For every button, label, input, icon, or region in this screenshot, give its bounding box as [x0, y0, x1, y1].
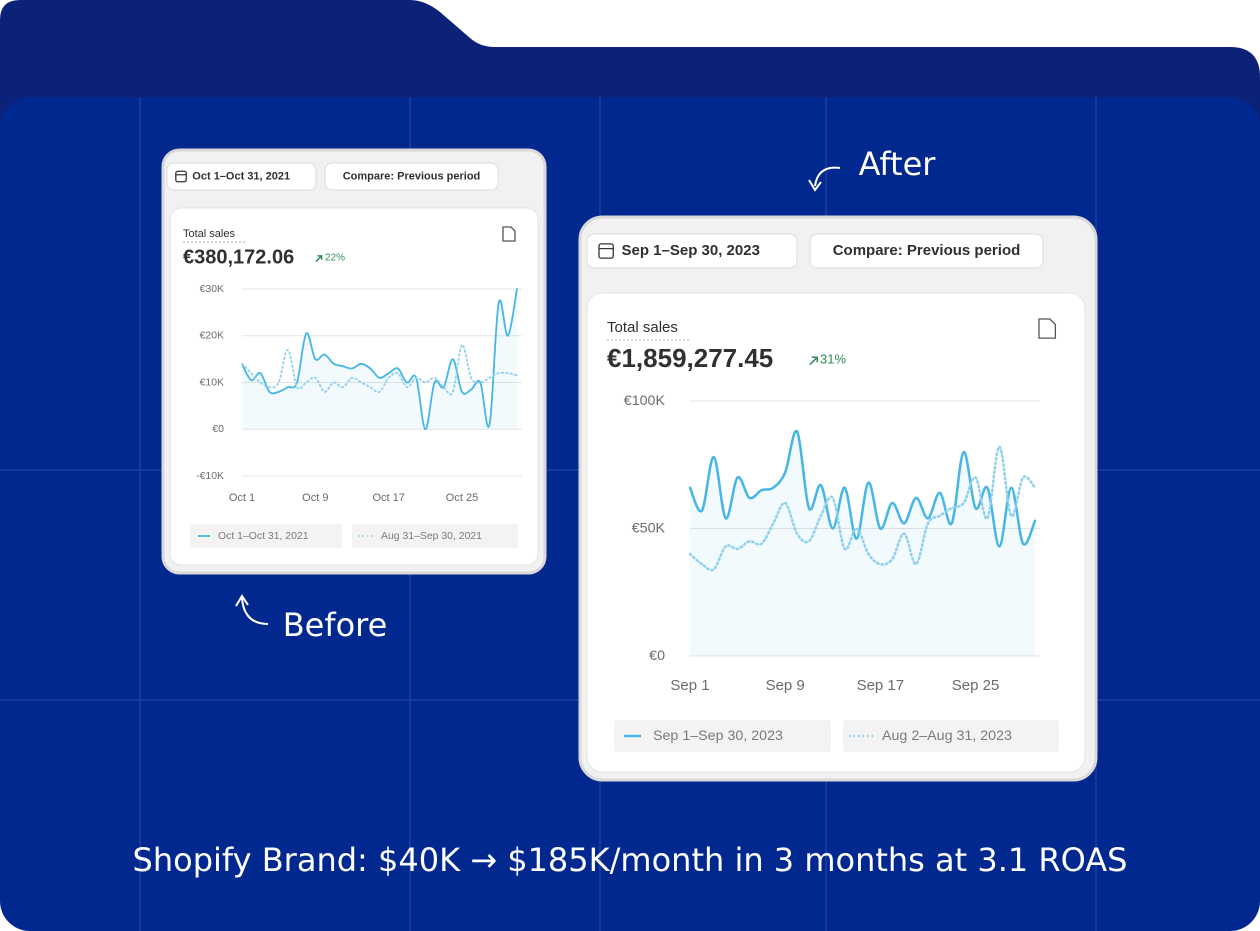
caption: Shopify Brand: $40K → $185K/month in 3 m…	[133, 841, 1128, 879]
legend-label: Aug 2–Aug 31, 2023	[882, 728, 1012, 744]
chip	[809, 233, 1044, 269]
y-tick-label: €30K	[200, 284, 224, 295]
line	[688, 430, 1037, 548]
legend-label: Sep 1–Sep 30, 2023	[653, 728, 783, 744]
area	[242, 289, 517, 430]
metric-title: Total sales	[607, 319, 678, 336]
change: 22%	[325, 253, 345, 264]
panel	[586, 292, 1086, 773]
chip	[586, 233, 798, 269]
y-tick-label: €100K	[624, 393, 666, 409]
x-tick-label: Oct 17	[372, 492, 404, 504]
x-tick-label: Oct 25	[446, 492, 478, 504]
x-tick-label: Sep 9	[766, 677, 805, 694]
export-icon[interactable]	[1038, 318, 1057, 339]
total: €380,172.06	[183, 246, 294, 268]
calendar-icon	[175, 170, 187, 183]
before-label: Before	[283, 606, 388, 644]
line	[241, 344, 518, 396]
legend-label: Aug 31–Sep 30, 2021	[381, 531, 482, 542]
metric-title: Total sales	[183, 228, 235, 240]
change: 31%	[820, 351, 846, 366]
legend-item	[614, 720, 831, 752]
y-tick-label: €10K	[200, 377, 224, 388]
y-tick-label: €0	[212, 424, 224, 435]
y-tick-label: €50K	[632, 520, 666, 536]
legend-label: Oct 1–Oct 31, 2021	[218, 531, 309, 542]
date-range[interactable]: Oct 1–Oct 31, 2021	[192, 170, 290, 182]
y-tick-label: -€10K	[196, 471, 224, 482]
y-tick-label: €0	[649, 648, 665, 664]
line	[241, 288, 518, 431]
x-tick-label: Oct 1	[229, 492, 255, 504]
x-tick-label: Sep 1	[670, 677, 709, 694]
legend-item	[843, 720, 1059, 752]
line	[688, 445, 1037, 572]
y-tick-label: €20K	[200, 331, 224, 342]
before-arrow	[235, 594, 269, 625]
compare[interactable]: Compare: Previous period	[343, 170, 481, 182]
chip	[324, 162, 499, 191]
legend-item	[352, 524, 518, 548]
area	[690, 430, 1035, 656]
calendar-icon	[598, 243, 614, 259]
change-arrow	[315, 255, 323, 263]
chip	[166, 162, 317, 191]
x-tick-label: Sep 17	[857, 677, 905, 694]
legend-item	[190, 524, 342, 548]
date-range[interactable]: Sep 1–Sep 30, 2023	[622, 242, 760, 259]
export-icon[interactable]	[502, 226, 516, 242]
after-label: After	[859, 145, 937, 183]
after-arrow	[808, 166, 841, 192]
total: €1,859,277.45	[607, 343, 773, 373]
change-arrow	[809, 356, 819, 366]
x-tick-label: Oct 9	[302, 492, 328, 504]
x-tick-label: Sep 25	[952, 677, 1000, 694]
compare[interactable]: Compare: Previous period	[833, 242, 1021, 259]
